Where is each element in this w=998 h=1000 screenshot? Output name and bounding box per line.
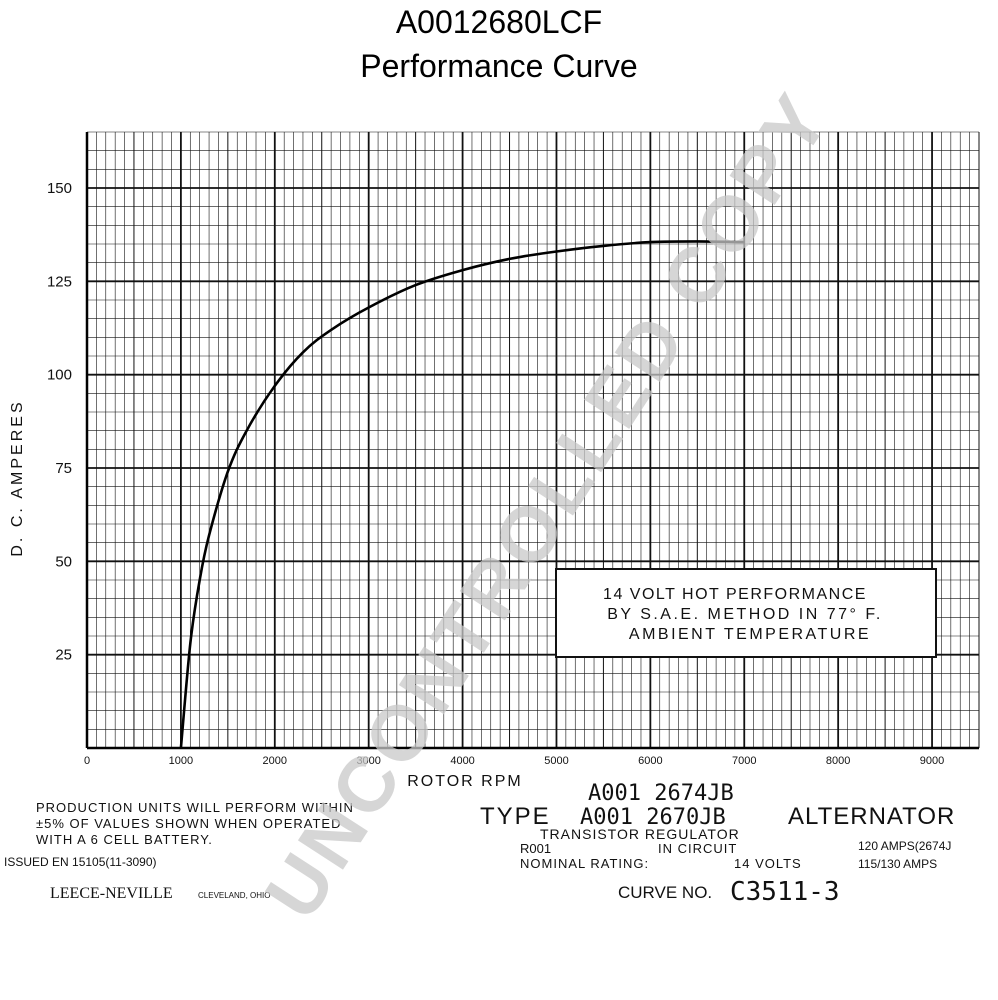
company-city: CLEVELAND, OHIO [198,891,270,900]
x-tick-label: 3000 [356,755,380,767]
chart-subtitle: Performance Curve [360,48,638,84]
y-tick-label: 125 [47,273,72,290]
x-tick-label: 1000 [169,755,193,767]
performance-curve-line [179,240,745,749]
y-tick-label: 150 [47,180,72,197]
x-tick-label: 0 [84,755,90,767]
regulator-line-2: R001 [520,841,551,856]
x-tick-label: 7000 [732,755,756,767]
curve-number: C3511-3 [730,877,840,907]
amps-rating-1: 120 AMPS(2674J [858,839,951,853]
nominal-rating-label: NOMINAL RATING: [520,856,649,871]
x-tick-label: 9000 [920,755,944,767]
regulator-line-1: TRANSISTOR REGULATOR [540,826,740,842]
annotation-line-3: AMBIENT TEMPERATURE [629,626,871,643]
model-number-2: A001 2670JB [580,805,726,830]
production-note-line-1: PRODUCTION UNITS WILL PERFORM WITHIN [36,800,354,815]
model-number-1: A001 2674JB [588,781,734,806]
x-tick-label: 6000 [638,755,662,767]
nominal-volts: 14 VOLTS [734,856,802,871]
y-tick-label: 75 [55,460,72,477]
x-tick-label: 4000 [450,755,474,767]
y-tick-label: 50 [55,553,72,570]
type-label: TYPE [480,803,551,830]
amps-rating-2: 115/130 AMPS [858,857,937,871]
curve-number-label: CURVE NO. [618,883,712,902]
y-axis-ticks: 25 50 75 100 125 150 [47,180,72,664]
series-group [179,240,745,749]
x-tick-label: 2000 [263,755,287,767]
issued-note: ISSUED EN 15105(11-3090) [4,855,157,869]
production-note-line-2: ±5% OF VALUES SHOWN WHEN OPERATED [36,816,341,831]
x-tick-label: 5000 [544,755,568,767]
annotation-box [555,568,937,658]
chart-title: A0012680LCF [395,4,603,40]
x-tick-label: 8000 [826,755,850,767]
annotation-line-2: BY S.A.E. METHOD IN 77° F. [607,606,883,623]
alternator-label: ALTERNATOR [788,803,955,830]
y-tick-label: 25 [55,647,72,664]
annotation-line-1: 14 VOLT HOT PERFORMANCE [603,586,867,603]
y-tick-label: 100 [47,367,72,384]
regulator-line-3: IN CIRCUIT [658,841,737,856]
y-axis-label: D. C. AMPERES [9,399,26,556]
x-axis-label: ROTOR RPM [407,773,522,790]
production-note-line-3: WITH A 6 CELL BATTERY. [36,832,213,847]
x-axis-ticks: 0 1000 2000 3000 4000 5000 6000 7000 8000 9000 [84,755,944,767]
company-name: LEECE-NEVILLE [50,885,173,902]
